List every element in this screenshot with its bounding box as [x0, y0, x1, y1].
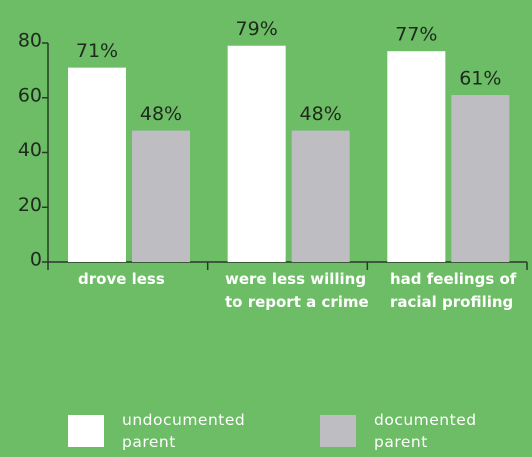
y-tick-label: 80 [18, 30, 42, 52]
legend-label: documented parent [374, 411, 477, 451]
bar [132, 130, 190, 262]
legend-swatch [68, 415, 104, 447]
y-tick-label: 0 [30, 249, 42, 271]
bar [68, 67, 126, 262]
value-label: 79% [236, 18, 278, 40]
x-tick-label: had feelings of racial profiling [390, 270, 517, 311]
bar [227, 45, 286, 262]
y-tick-label: 20 [18, 194, 42, 216]
x-tick-label: were less willing to report a crime [225, 270, 369, 311]
value-label: 77% [395, 24, 437, 46]
value-label: 61% [459, 68, 501, 90]
bar [387, 51, 446, 263]
value-label: 71% [76, 40, 118, 62]
value-label: 48% [300, 103, 342, 125]
x-tick-label: drove less [78, 270, 165, 288]
value-label: 48% [140, 103, 182, 125]
bar [291, 130, 350, 262]
legend-label: undocumented parent [122, 411, 246, 451]
y-tick-label: 40 [18, 139, 42, 161]
bar [451, 95, 510, 262]
y-tick-label: 60 [18, 84, 42, 106]
legend-swatch [320, 415, 356, 447]
